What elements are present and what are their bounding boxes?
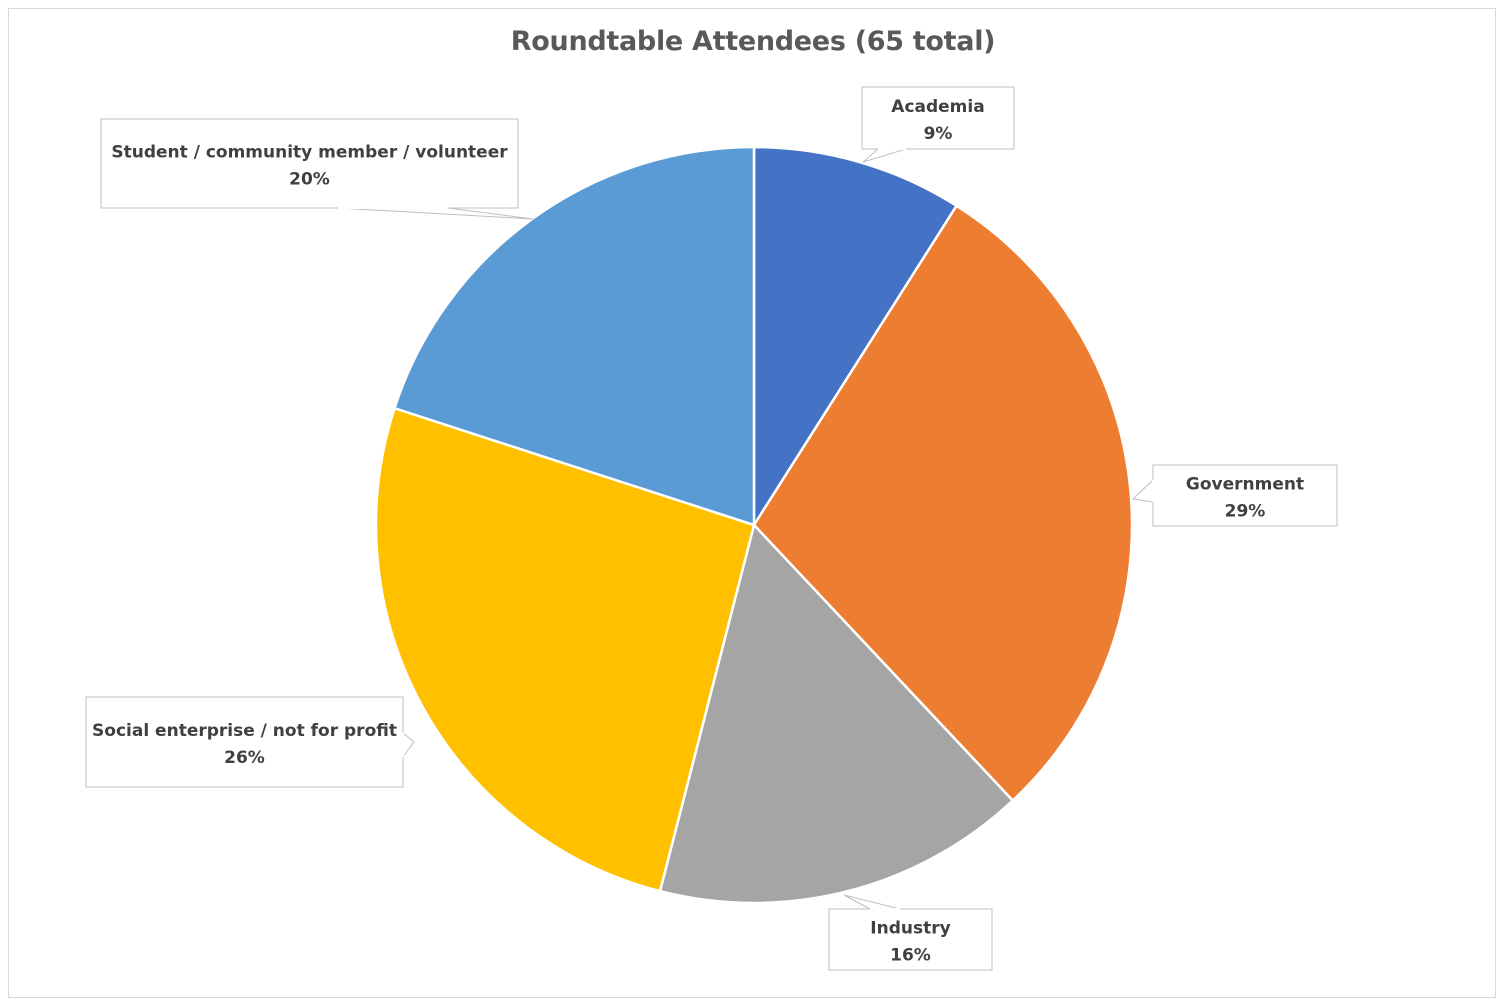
callout-box: [100, 118, 519, 209]
data-label-category: Government: [1186, 475, 1304, 495]
data-label-value: 26%: [224, 748, 265, 768]
chart-title: Roundtable Attendees (65 total): [510, 26, 996, 57]
data-label-category: Academia: [891, 97, 984, 117]
callout-box: [861, 86, 1015, 150]
callout-pointer: [402, 732, 415, 758]
callout-box: [828, 908, 993, 971]
data-label-category: Social enterprise / not for profit: [92, 721, 397, 741]
callout-pointer: [862, 148, 907, 163]
data-label-government: Government 29%: [1131, 464, 1338, 527]
data-label-category: Student / community member / volunteer: [111, 143, 508, 163]
pie-slice-social-enterprise-not-for-profit: [374, 406, 756, 893]
data-label-value: 16%: [890, 946, 931, 966]
callout-pointer: [843, 894, 901, 910]
data-label-academia: Academia 9%: [861, 86, 1015, 163]
pie-chart: Academia 9% Government 29% Industry 16% Social…: [85, 86, 1338, 971]
data-label-social-enterprise-not-for-profit: Social enterprise / not for profit 26%: [85, 696, 415, 788]
data-label-student-community-member-volunteer: Student / community member / volunteer 20…: [100, 118, 534, 220]
data-label-industry: Industry 16%: [828, 894, 993, 971]
callout-box: [85, 696, 404, 788]
data-label-value: 9%: [924, 124, 953, 144]
data-label-category: Industry: [870, 919, 950, 939]
pie-slice-industry: [658, 523, 1015, 905]
callout-box: [1152, 464, 1338, 527]
callout-pointer: [1131, 479, 1154, 503]
pie-slice-academia: [752, 145, 958, 527]
data-label-value: 20%: [289, 170, 330, 190]
pie-slice-government: [752, 204, 1134, 802]
callout-pointer: [337, 207, 534, 220]
data-label-value: 29%: [1225, 502, 1266, 522]
